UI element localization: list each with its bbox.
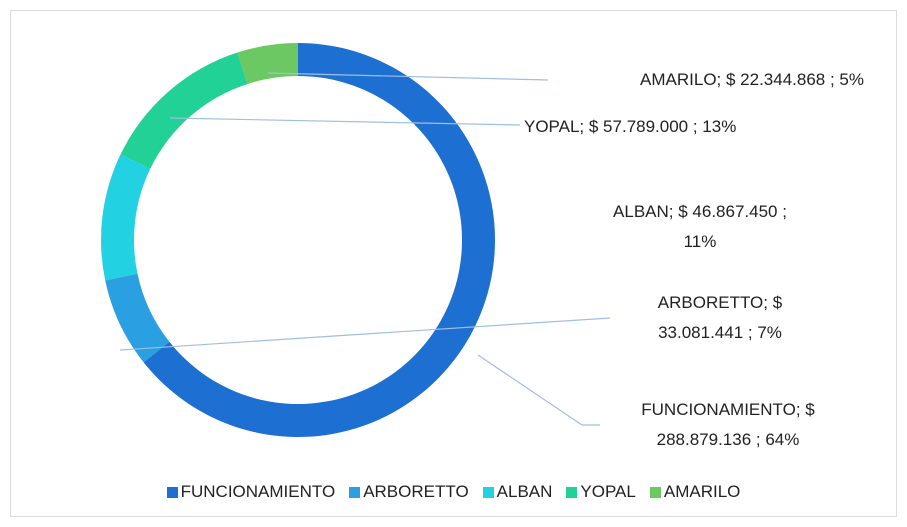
legend: FUNCIONAMIENTO ARBORETTO ALBAN YOPAL AMARILO — [0, 482, 907, 502]
legend-label: YOPAL — [580, 482, 636, 501]
legend-swatch — [349, 486, 361, 498]
legend-label: AMARILO — [663, 482, 741, 501]
data-label: ALBAN; $ 46.867.450 ; 11% — [613, 202, 787, 251]
legend-label: ALBAN — [496, 482, 553, 501]
leader-line — [119, 317, 611, 351]
legend-swatch — [649, 486, 661, 498]
donut-segment — [105, 273, 170, 363]
leader-line — [169, 117, 521, 126]
legend-swatch — [566, 486, 578, 498]
donut-segment — [120, 52, 248, 169]
legend-label: FUNCIONAMIENTO — [180, 482, 336, 501]
legend-item: AMARILO — [649, 482, 741, 502]
legend-item: ARBORETTO — [349, 482, 469, 502]
legend-swatch — [482, 486, 494, 498]
legend-item: FUNCIONAMIENTO — [166, 482, 336, 502]
data-label: YOPAL; $ 57.789.000 ; 13% — [524, 117, 737, 136]
frame — [10, 10, 897, 517]
data-label: FUNCIONAMIENTO; $ 288.879.136 ; 64% — [641, 400, 815, 449]
legend-swatch — [166, 486, 178, 498]
leader-line — [477, 354, 600, 426]
donut-segment — [237, 43, 298, 84]
legend-label: ARBORETTO — [363, 482, 469, 501]
legend-item: YOPAL — [566, 482, 636, 502]
leader-line — [267, 72, 549, 81]
legend-item: ALBAN — [482, 482, 553, 502]
data-label: AMARILO; $ 22.344.868 ; 5% — [640, 70, 864, 89]
data-label: ARBORETTO; $ 33.081.441 ; 7% — [657, 293, 783, 342]
donut-segment — [101, 154, 151, 281]
